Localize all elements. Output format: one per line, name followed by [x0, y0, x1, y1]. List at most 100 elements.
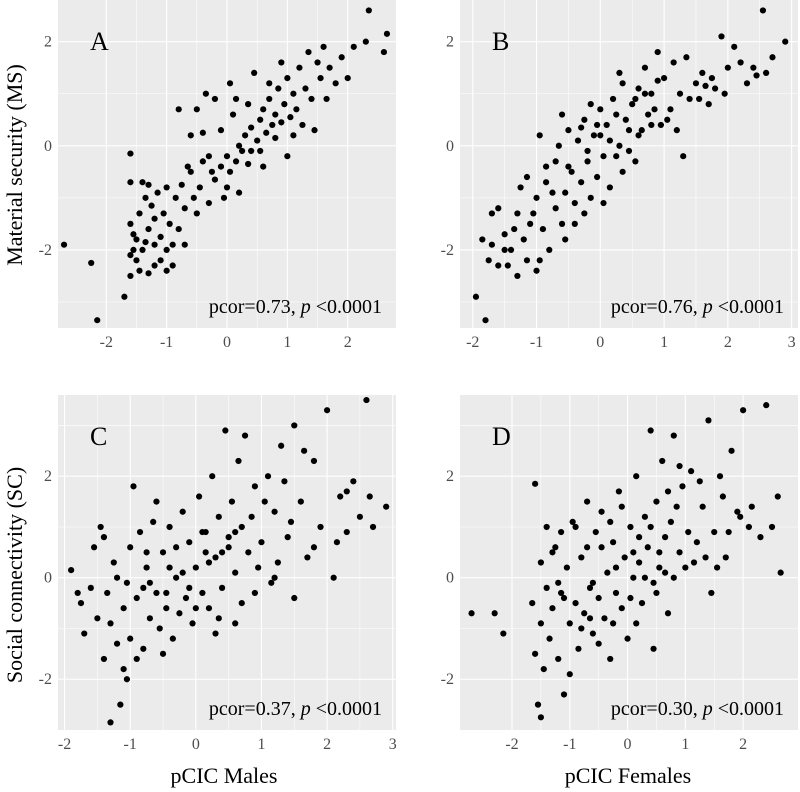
data-point — [297, 498, 304, 505]
data-point — [166, 220, 173, 227]
data-point — [558, 528, 565, 536]
data-point — [768, 523, 776, 531]
data-point — [555, 142, 562, 149]
data-point — [153, 498, 160, 505]
data-point — [702, 554, 709, 561]
data-point — [708, 589, 715, 597]
data-point — [546, 246, 553, 254]
data-point — [284, 153, 291, 160]
data-point — [537, 714, 544, 721]
x-tick-label: -2 — [58, 736, 71, 753]
data-point — [274, 559, 281, 566]
data-point — [181, 205, 188, 212]
data-point — [610, 539, 617, 546]
data-point — [581, 210, 588, 217]
data-point — [97, 523, 104, 531]
data-point — [722, 554, 729, 561]
data-point — [222, 427, 229, 434]
y-tick-label: -2 — [441, 671, 454, 688]
data-point — [501, 231, 508, 238]
data-point — [208, 168, 216, 175]
data-point — [113, 574, 121, 581]
data-point — [594, 121, 601, 129]
data-point — [272, 134, 279, 142]
data-point — [94, 317, 101, 324]
data-point — [688, 468, 695, 475]
data-point — [676, 462, 683, 470]
data-point — [196, 493, 203, 500]
data-point — [488, 210, 495, 217]
data-point — [196, 184, 203, 191]
data-point — [636, 534, 643, 541]
data-point — [648, 121, 655, 129]
data-point — [140, 584, 147, 591]
data-point — [683, 54, 690, 61]
data-point — [232, 569, 239, 576]
data-point — [682, 564, 689, 571]
data-point — [238, 600, 245, 607]
data-point — [212, 554, 219, 561]
data-point — [151, 215, 158, 222]
data-point — [656, 564, 663, 571]
data-point — [584, 158, 591, 165]
data-point — [133, 236, 140, 243]
data-point — [533, 267, 540, 274]
panel-label: D — [492, 422, 511, 451]
x-tick-label: 2 — [739, 736, 747, 753]
data-point — [673, 127, 680, 134]
data-point — [514, 272, 521, 280]
data-point — [625, 147, 633, 155]
data-point — [175, 225, 182, 233]
data-point — [718, 33, 725, 40]
y-tick-label: 2 — [446, 468, 454, 485]
data-point — [625, 127, 633, 134]
data-point — [495, 205, 502, 212]
data-point — [281, 478, 288, 485]
data-point — [145, 181, 152, 188]
x-tick-label: 1 — [257, 736, 265, 753]
y-tick-label: 2 — [44, 468, 52, 485]
data-point — [163, 605, 170, 612]
data-point — [323, 95, 330, 103]
data-point — [140, 645, 147, 652]
data-point — [257, 147, 264, 155]
data-point — [725, 528, 732, 536]
data-point — [338, 54, 345, 61]
data-point — [750, 64, 757, 71]
data-point — [235, 189, 243, 196]
data-point — [705, 417, 712, 424]
data-point — [654, 48, 661, 56]
data-point — [205, 605, 213, 612]
data-point — [226, 168, 234, 175]
data-point — [523, 173, 531, 181]
data-point — [145, 225, 152, 233]
data-point — [693, 539, 700, 546]
data-point — [667, 518, 674, 525]
data-point — [223, 153, 231, 160]
data-point — [763, 69, 770, 76]
data-point — [670, 574, 677, 581]
data-point — [584, 498, 591, 505]
data-point — [523, 257, 531, 264]
data-point — [127, 220, 134, 227]
data-point — [636, 559, 643, 566]
data-point — [604, 569, 611, 576]
data-point — [731, 43, 738, 50]
data-point — [641, 513, 648, 520]
correlation-annotation: pcor=0.30, p <0.0001 — [611, 698, 784, 720]
data-point — [560, 691, 568, 698]
data-point — [757, 534, 764, 541]
data-point — [363, 396, 370, 404]
data-point — [326, 64, 333, 71]
data-point — [568, 168, 575, 175]
data-point — [647, 427, 654, 434]
data-point — [648, 90, 655, 97]
x-axis-title-right: pCIC Females — [565, 763, 692, 788]
data-point — [542, 163, 550, 170]
x-tick-label: -1 — [124, 736, 137, 753]
data-point — [507, 246, 515, 254]
data-point — [609, 95, 617, 103]
x-tick-label: 2 — [323, 736, 331, 753]
data-point — [238, 523, 245, 531]
